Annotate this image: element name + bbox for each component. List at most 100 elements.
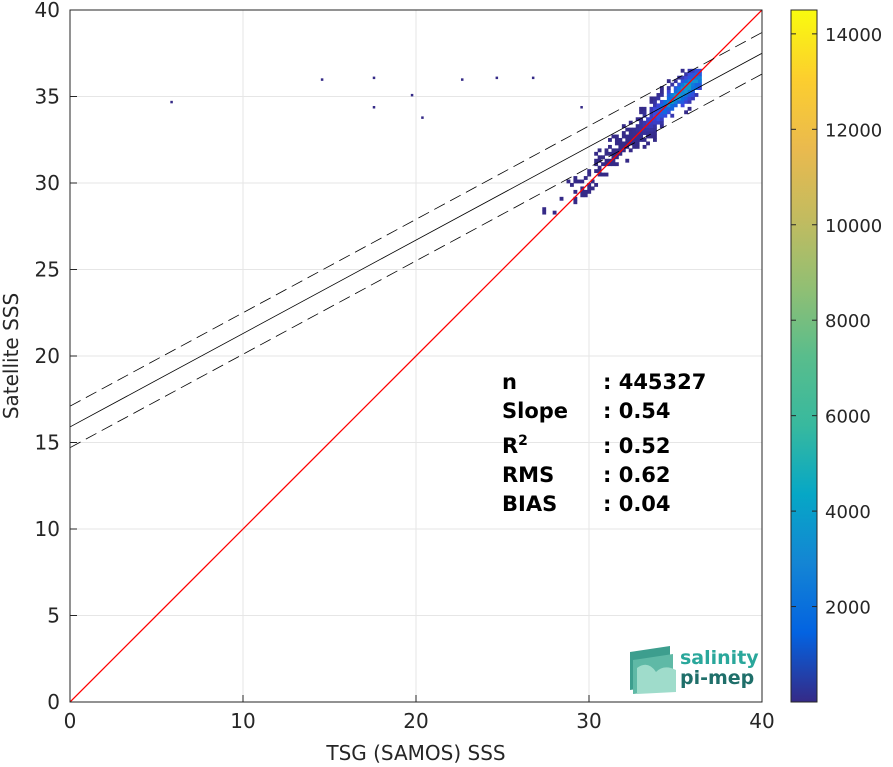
heat-cell — [583, 189, 588, 194]
identity-line — [70, 10, 762, 702]
heat-cell — [601, 172, 605, 177]
heat-cell — [632, 131, 637, 135]
heat-cell — [614, 155, 619, 160]
heat-cell — [659, 113, 664, 118]
outlier-cell — [410, 93, 414, 97]
heat-cell — [604, 151, 609, 156]
heat-cell — [642, 113, 647, 118]
heat-cell — [642, 124, 647, 129]
logo-line2: pi-mep — [680, 667, 754, 689]
heat-cell — [646, 131, 650, 135]
heat-cell — [687, 99, 692, 104]
heat-cell — [659, 120, 664, 125]
heat-cell — [597, 158, 602, 163]
outlier-cell — [580, 106, 583, 109]
stat-value: : 0.54 — [603, 399, 671, 423]
heat-cell — [697, 79, 702, 84]
heat-cell — [559, 196, 564, 201]
heat-cell — [653, 120, 657, 125]
heat-cell — [590, 179, 595, 184]
heat-cell — [680, 75, 685, 80]
heat-cell — [656, 117, 661, 122]
heat-cell — [694, 79, 699, 84]
heat-cell — [608, 144, 612, 149]
heat-cell — [594, 151, 599, 156]
heat-cell — [673, 86, 678, 90]
heat-cell — [697, 82, 702, 87]
logo-wave-icon — [630, 646, 676, 694]
heat-cell — [653, 106, 657, 111]
heat-cell — [625, 158, 630, 163]
heat-cell — [677, 93, 682, 97]
heat-cell — [663, 110, 668, 115]
heat-cell — [608, 162, 612, 167]
outlier-cell — [421, 116, 424, 119]
heat-cell — [635, 138, 640, 142]
heat-cell — [677, 86, 682, 90]
heat-cell — [691, 96, 695, 101]
heat-cell — [587, 186, 592, 191]
heat-cell — [646, 117, 650, 122]
heat-cell — [635, 131, 640, 135]
heat-cell — [653, 96, 657, 101]
heat-cell — [614, 162, 619, 167]
heat-cell — [670, 82, 675, 87]
heat-cell — [659, 93, 664, 97]
heat-cell — [691, 89, 695, 94]
heat-cell — [656, 93, 661, 97]
heat-cell — [653, 110, 657, 115]
heat-cell — [642, 106, 647, 111]
colorbar-tick-label: 14000 — [825, 25, 882, 46]
heat-cell — [632, 144, 637, 149]
heat-cell — [625, 127, 630, 132]
logo-line1: salinity — [680, 647, 759, 669]
heat-cell — [687, 96, 692, 101]
heat-cell — [649, 117, 654, 122]
heat-cell — [656, 110, 661, 115]
heat-cell — [628, 138, 633, 142]
y-axis-title: Satellite SSS — [0, 293, 23, 419]
y-tick-label: 35 — [35, 85, 60, 109]
heat-cell — [687, 72, 692, 77]
heat-cell — [639, 134, 644, 139]
heat-cell — [587, 172, 592, 177]
heat-cell — [608, 138, 612, 142]
y-tick-label: 20 — [35, 344, 60, 368]
y-tick-label: 10 — [35, 517, 60, 541]
heat-cell — [691, 93, 695, 97]
heat-cell — [621, 144, 626, 149]
heat-cell — [656, 96, 661, 101]
heat-cell — [653, 124, 657, 129]
heat-cell — [597, 148, 602, 153]
heat-cell — [649, 120, 654, 125]
heat-cell — [687, 75, 692, 80]
heat-cell — [646, 141, 650, 146]
heat-cell — [687, 79, 692, 84]
heat-cell — [590, 186, 595, 191]
heat-cell — [653, 99, 657, 104]
heat-cell — [601, 162, 605, 167]
stat-label: R2 — [502, 433, 528, 458]
heat-cell — [677, 82, 682, 87]
heat-cell — [677, 89, 682, 94]
heat-cell — [666, 106, 671, 111]
x-axis-title: TSG (SAMOS) SSS — [325, 741, 505, 765]
heat-cell — [642, 138, 647, 142]
heat-cell — [666, 110, 671, 115]
stats-box: n: 445327 Slope: 0.54 R2: 0.52 RMS: 0.62 BIA… — [502, 370, 706, 516]
heat-cell — [680, 79, 685, 84]
y-tick-label: 15 — [35, 431, 60, 455]
heat-cell — [635, 134, 640, 139]
heat-cell — [639, 127, 644, 132]
heat-cell — [639, 138, 644, 142]
heat-cell — [694, 75, 699, 80]
heat-cell — [608, 158, 612, 163]
heat-cell — [639, 110, 644, 115]
heat-cell — [680, 103, 685, 108]
heat-cell — [542, 210, 547, 215]
heat-cell — [594, 183, 599, 187]
outlier-cell — [170, 100, 173, 104]
heat-cell — [684, 79, 689, 84]
heat-cell — [659, 86, 664, 90]
heat-cell — [611, 155, 616, 160]
